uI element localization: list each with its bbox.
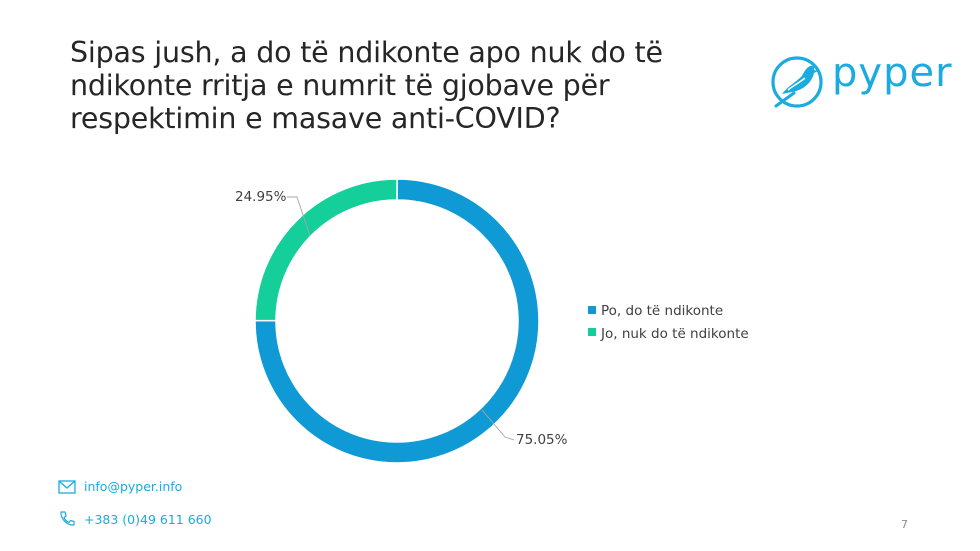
legend-swatch-po (588, 306, 596, 314)
title-line-1: Sipas jush, a do të ndikonte apo nuk do … (70, 36, 663, 69)
bird-logo-icon (771, 56, 823, 108)
data-label-jo: 24.95% (235, 189, 287, 205)
donut-slice-po (254, 178, 540, 464)
pyper-logo: pyper (768, 50, 958, 112)
phone-icon (60, 511, 75, 526)
logo-text: pyper (832, 50, 953, 96)
title-line-2: ndikonte rritja e numrit të gjobave për (70, 69, 610, 102)
contact-email[interactable]: info@pyper.info (58, 479, 182, 494)
slide-title: Sipas jush, a do të ndikonte apo nuk do … (70, 36, 710, 135)
title-line-3: respektimin e masave anti-COVID? (70, 102, 561, 135)
leader-line-po (481, 409, 515, 441)
contact-phone: +383 (0)49 611 660 (58, 510, 212, 528)
envelope-icon (58, 479, 76, 494)
legend-label-po: Po, do të ndikonte (601, 303, 723, 319)
leader-line-jo (287, 196, 311, 237)
phone-text: +383 (0)49 611 660 (84, 511, 212, 527)
leader-lines (287, 196, 515, 441)
data-label-po: 75.05% (516, 432, 568, 448)
legend-label-jo: Jo, nuk do të ndikonte (600, 326, 749, 342)
page-number: 7 (901, 518, 908, 531)
email-text[interactable]: info@pyper.info (84, 479, 183, 494)
legend-swatch-jo (588, 328, 596, 336)
donut-slices (254, 178, 540, 464)
donut-slice-jo (254, 178, 398, 322)
